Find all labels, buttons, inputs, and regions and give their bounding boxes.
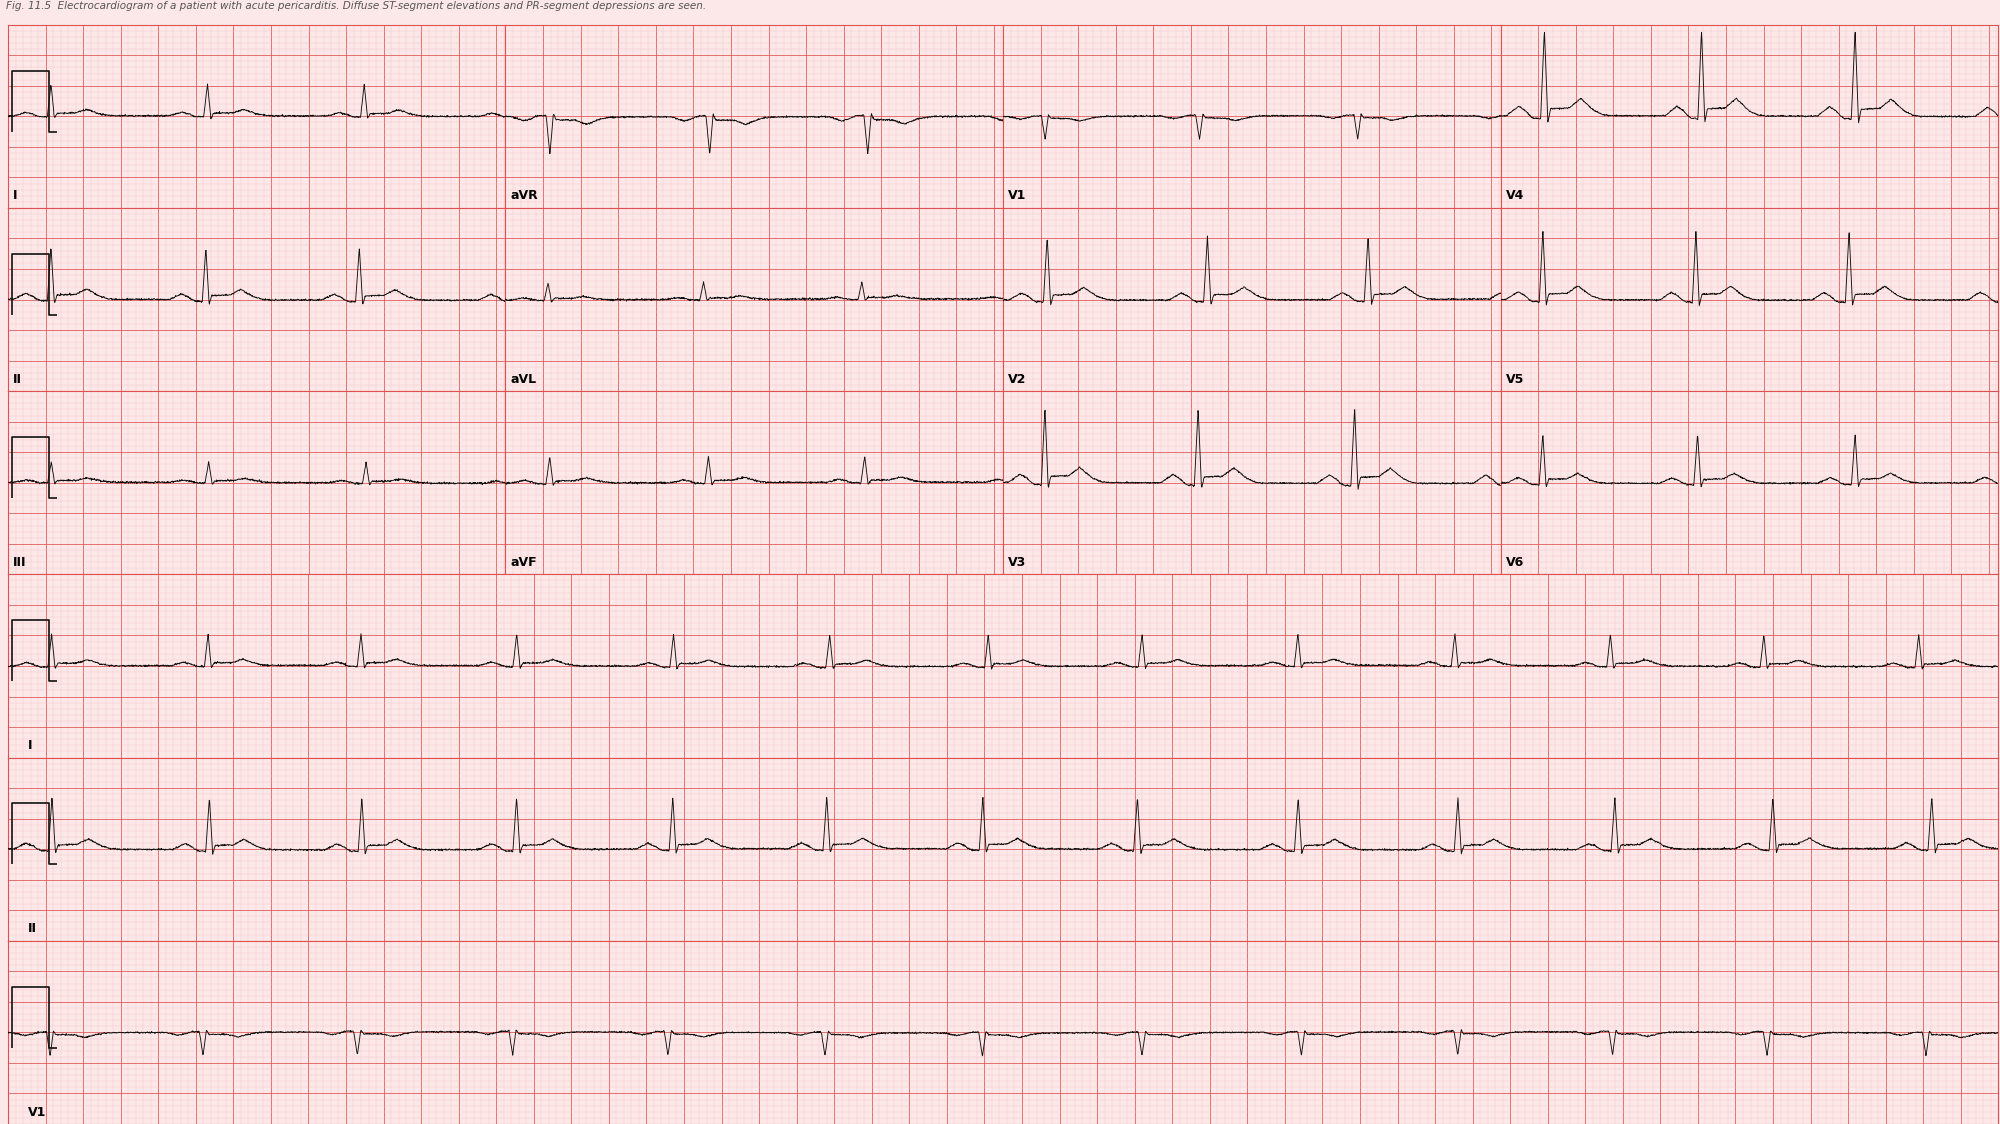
Text: II: II xyxy=(12,373,22,386)
Text: aVR: aVR xyxy=(510,190,538,202)
Text: V2: V2 xyxy=(1008,373,1026,386)
Text: II: II xyxy=(28,923,36,935)
Text: V4: V4 xyxy=(1506,190,1524,202)
Text: V5: V5 xyxy=(1506,373,1524,386)
Text: Fig. 11.5  Electrocardiogram of a patient with acute pericarditis. Diffuse ST-se: Fig. 11.5 Electrocardiogram of a patient… xyxy=(6,1,706,11)
Text: V6: V6 xyxy=(1506,556,1524,569)
Text: I: I xyxy=(12,190,18,202)
Text: V1: V1 xyxy=(1008,190,1026,202)
Text: I: I xyxy=(28,740,32,752)
Text: V1: V1 xyxy=(28,1106,46,1118)
Text: aVF: aVF xyxy=(510,556,538,569)
Text: V3: V3 xyxy=(1008,556,1026,569)
Text: III: III xyxy=(12,556,26,569)
Text: aVL: aVL xyxy=(510,373,536,386)
